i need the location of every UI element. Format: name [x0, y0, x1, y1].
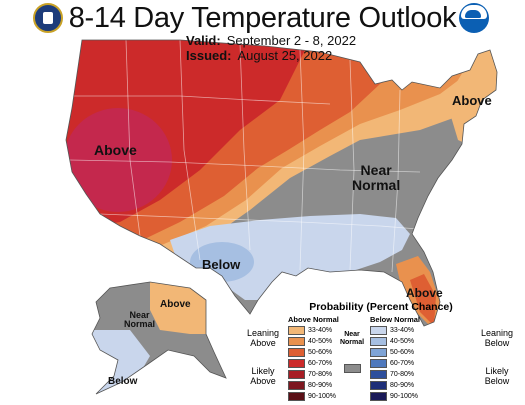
- legend-likely-below-line1: Likely: [485, 366, 509, 376]
- legend-above-bin-label-4: 70-80%: [308, 371, 333, 378]
- label-central-near: Near Normal: [352, 163, 400, 192]
- issued-line: Issued: August 25, 2022: [186, 48, 332, 63]
- legend-below-bin-4: 70-80%: [370, 370, 430, 380]
- legend-likely-below: Likely Below: [476, 366, 518, 387]
- legend-above-bin-6: 90-100%: [288, 392, 348, 402]
- noaa-logo-icon: [459, 3, 489, 33]
- legend-leaning-below: Leaning Below: [476, 328, 518, 349]
- legend-below-bin-6: 90-100%: [370, 392, 430, 402]
- legend-near-line2: Normal: [339, 338, 365, 346]
- label-central-near-line2: Normal: [352, 176, 401, 193]
- legend-above-bin-0: 33-40%: [288, 326, 348, 336]
- legend-below-bin-1: 40-50%: [370, 337, 430, 347]
- legend-likely-above: Likely Above: [242, 366, 284, 387]
- legend-above-swatch-0: [288, 326, 305, 335]
- legend-above-bin-2: 50-60%: [288, 348, 348, 358]
- issued-label: Issued:: [186, 48, 232, 63]
- issued-value: August 25, 2022: [237, 48, 333, 63]
- legend-likely-above-line2: Above: [250, 375, 276, 386]
- legend-above-header: Above Normal: [288, 315, 339, 324]
- legend-leaning-above-line2: Above: [250, 337, 276, 348]
- legend-above-swatch-1: [288, 337, 305, 346]
- legend-title: Probability (Percent Chance): [309, 301, 453, 313]
- legend-likely-above-line1: Likely: [251, 366, 275, 376]
- valid-label: Valid:: [186, 33, 221, 48]
- label-west-above: Above: [94, 142, 137, 158]
- label-texas-below: Below: [202, 257, 241, 272]
- legend-below-bin-label-3: 60-70%: [390, 360, 415, 367]
- legend-below-header: Below Normal: [370, 315, 421, 324]
- legend-above-swatch-3: [288, 359, 305, 368]
- legend-near-swatch: [344, 364, 361, 373]
- label-alaska-below: Below: [108, 376, 138, 387]
- legend-above-bin-label-5: 80-90%: [308, 382, 333, 389]
- legend-below-bin-5: 80-90%: [370, 381, 430, 391]
- legend-below-bin-0: 33-40%: [370, 326, 430, 336]
- legend-below-swatch-3: [370, 359, 387, 368]
- legend-above-swatch-6: [288, 392, 305, 401]
- legend-above-bin-label-0: 33-40%: [308, 327, 333, 334]
- legend-near-line1: Near: [344, 331, 360, 338]
- commerce-seal-icon: [33, 3, 63, 33]
- legend-below-swatch-2: [370, 348, 387, 357]
- legend-above-bin-4: 70-80%: [288, 370, 348, 380]
- label-northeast-above: Above: [452, 93, 492, 108]
- legend-above-bin-label-6: 90-100%: [308, 393, 337, 400]
- legend-above-bin-1: 40-50%: [288, 337, 348, 347]
- legend-above-bin-label-2: 50-60%: [308, 349, 333, 356]
- legend-above-swatch-2: [288, 348, 305, 357]
- legend-below-swatch-0: [370, 326, 387, 335]
- legend-below-bin-2: 50-60%: [370, 348, 430, 358]
- legend-below-bin-3: 60-70%: [370, 359, 430, 369]
- legend-below-swatch-4: [370, 370, 387, 379]
- legend-above-bin-3: 60-70%: [288, 359, 348, 369]
- legend-leaning-below-line1: Leaning: [480, 328, 514, 338]
- probability-legend: Probability (Percent Chance) Above Norma…: [242, 301, 520, 401]
- label-alaska-near-line2: Normal: [124, 319, 156, 330]
- page-title: 8-14 Day Temperature Outlook: [68, 2, 457, 34]
- valid-value: September 2 - 8, 2022: [226, 33, 357, 48]
- legend-above-bin-label-1: 40-50%: [308, 338, 333, 345]
- legend-below-bin-label-1: 40-50%: [390, 338, 415, 345]
- legend-below-bin-label-4: 70-80%: [390, 371, 415, 378]
- legend-above-swatch-5: [288, 381, 305, 390]
- legend-below-bin-label-0: 33-40%: [390, 327, 415, 334]
- valid-line: Valid: September 2 - 8, 2022: [186, 33, 356, 48]
- label-alaska-near-line1: Near: [129, 310, 150, 320]
- legend-above-bin-label-3: 60-70%: [308, 360, 333, 367]
- legend-near-normal: Near Normal: [336, 331, 368, 346]
- label-alaska-near: Near Normal: [124, 310, 156, 330]
- legend-above-swatch-4: [288, 370, 305, 379]
- legend-likely-below-line2: Below: [484, 375, 510, 386]
- legend-below-bin-label-5: 80-90%: [390, 382, 415, 389]
- legend-below-swatch-5: [370, 381, 387, 390]
- legend-leaning-above: Leaning Above: [242, 328, 284, 349]
- legend-leaning-below-line2: Below: [484, 337, 510, 348]
- legend-below-swatch-6: [370, 392, 387, 401]
- legend-leaning-above-line1: Leaning: [246, 328, 280, 338]
- label-florida-above: Above: [406, 286, 443, 300]
- label-central-near-line1: Near: [360, 162, 392, 178]
- legend-below-bin-label-2: 50-60%: [390, 349, 415, 356]
- legend-below-swatch-1: [370, 337, 387, 346]
- legend-below-bin-label-6: 90-100%: [390, 393, 419, 400]
- label-alaska-above: Above: [160, 299, 191, 310]
- legend-above-bin-5: 80-90%: [288, 381, 348, 391]
